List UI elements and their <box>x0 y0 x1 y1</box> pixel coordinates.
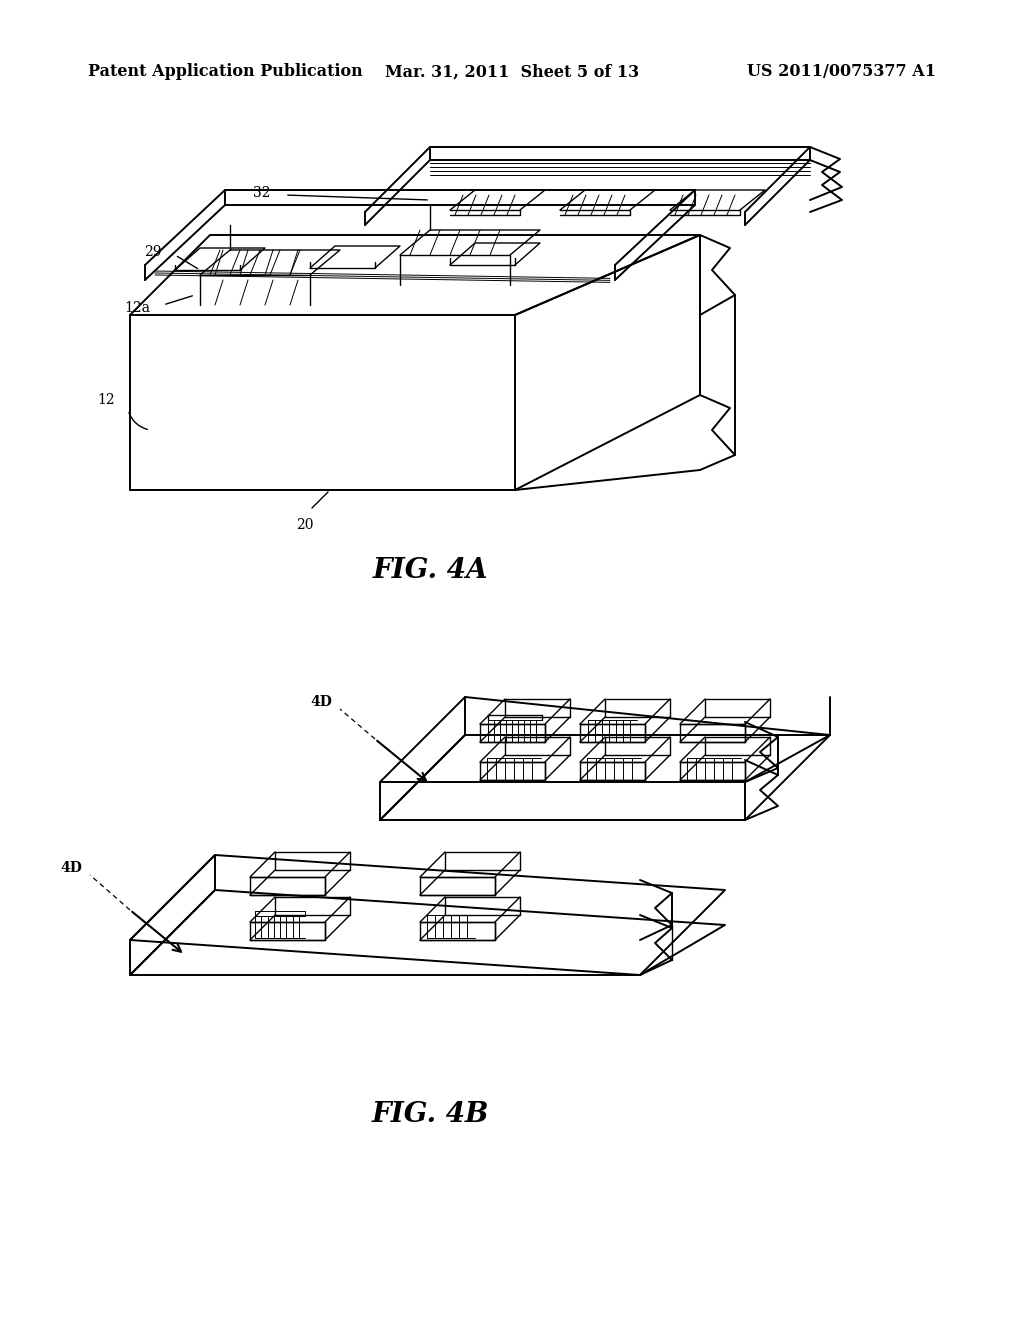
Text: 29: 29 <box>144 246 162 259</box>
Text: 20: 20 <box>296 517 313 532</box>
Text: FIG. 4A: FIG. 4A <box>373 557 487 583</box>
Text: 12a: 12a <box>124 301 150 315</box>
Text: 12: 12 <box>97 393 115 407</box>
Text: 32: 32 <box>253 186 270 201</box>
Text: US 2011/0075377 A1: US 2011/0075377 A1 <box>746 63 936 81</box>
Text: 4D: 4D <box>310 696 332 709</box>
Text: Mar. 31, 2011  Sheet 5 of 13: Mar. 31, 2011 Sheet 5 of 13 <box>385 63 639 81</box>
Text: Patent Application Publication: Patent Application Publication <box>88 63 362 81</box>
Text: 4D: 4D <box>60 861 82 875</box>
Text: FIG. 4B: FIG. 4B <box>372 1101 488 1129</box>
